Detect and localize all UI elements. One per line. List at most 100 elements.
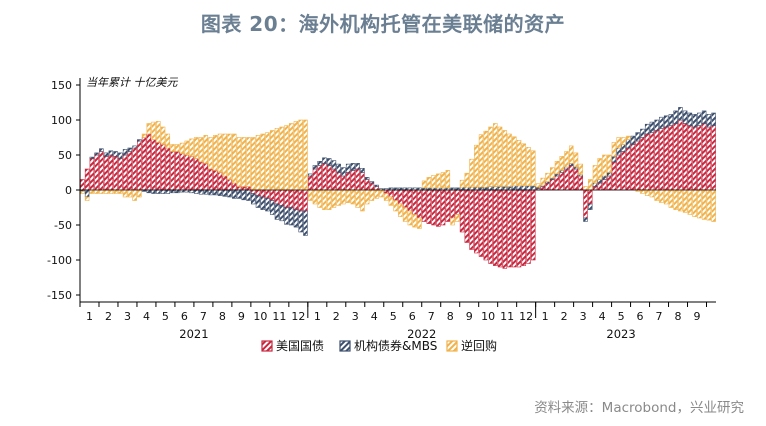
bar-repo [431,175,436,189]
bar-treasury [213,170,218,191]
bar-repo [545,172,550,182]
chart-title: 图表 20：海外机构托管在美联储的资产 [200,12,566,36]
bar-agency [521,185,527,191]
bar-repo [89,189,95,194]
bar-treasury [654,130,659,191]
bar-repo [701,189,707,220]
bar-treasury [616,154,621,191]
bar-repo [184,140,190,156]
bar-repo [151,121,156,140]
x-tick-label: 3 [580,310,587,323]
bar-treasury [431,189,436,226]
bar-treasury [118,158,123,191]
bar-treasury [307,175,313,191]
bar-treasury [217,172,223,191]
bar-treasury [189,156,194,191]
bar-agency [203,189,209,195]
bar-treasury [274,189,280,205]
bar-treasury [436,189,441,227]
x-tick-label: 5 [390,310,397,323]
bar-agency [151,189,156,194]
bar-agency [165,189,171,194]
bar-repo [606,154,612,173]
bar-agency [322,157,327,164]
bar-repo [198,137,204,163]
bar-treasury [288,189,294,208]
bar-agency [284,207,289,225]
bar-treasury [298,189,303,212]
bar-treasury [673,123,678,191]
bar-treasury [284,189,289,208]
x-tick-label: 7 [656,310,663,323]
bar-treasury [663,126,669,191]
bar-agency [208,189,213,196]
bar-agency [587,203,593,210]
y-tick-label: -100 [47,254,72,267]
bar-agency [94,152,99,156]
bar-treasury [198,161,204,191]
bar-agency [232,189,237,199]
bar-repo [697,189,702,219]
bar-treasury [388,189,394,198]
bar-repo [640,189,645,194]
bar-agency [298,210,303,233]
bar-treasury [701,123,707,191]
x-tick-label: 7 [200,310,207,323]
bar-agency [602,175,607,180]
bar-agency [493,186,498,191]
bar-treasury [355,168,360,191]
x-tick-label: 6 [637,310,644,323]
bar-repo [616,137,621,149]
bar-repo [568,145,574,164]
legend-label-repo: 逆回购 [461,338,497,353]
bar-agency [559,170,564,173]
bar-repo [317,189,322,208]
bar-repo [436,173,441,189]
bar-repo [440,172,446,189]
year-label: 2021 [179,327,208,341]
bar-treasury [578,175,583,191]
bar-treasury [417,189,422,219]
bar-agency [336,163,341,173]
bar-agency [659,116,664,129]
bar-repo [255,135,261,191]
year-label: 2022 [407,327,436,341]
bar-repo [146,123,152,135]
bar-treasury [545,182,550,191]
bar-treasury [175,151,180,191]
bar-agency [246,189,251,201]
x-tick-label: 4 [143,310,150,323]
bar-agency [132,145,137,149]
bar-repo [260,133,265,191]
bar-agency [706,114,712,128]
bar-treasury [222,175,228,191]
x-tick-label: 12 [291,310,305,323]
bar-repo [293,121,299,191]
units-label: 当年累计 十亿美元 [86,76,178,89]
bar-treasury [360,172,365,191]
bar-treasury [640,137,645,191]
bar-agency [711,112,716,126]
bar-agency [213,189,218,196]
bar-treasury [635,140,640,191]
bar-repo [455,214,460,222]
x-tick-label: 10 [481,310,495,323]
x-tick-label: 5 [618,310,625,323]
bar-agency [265,198,270,212]
bar-treasury [255,189,261,196]
bar-agency [474,186,479,191]
bar-repo [298,119,303,191]
x-tick-label: 8 [219,310,226,323]
bar-treasury [573,168,579,191]
bar-agency [160,189,166,194]
bar-repo [673,189,678,210]
bar-agency [113,151,118,157]
bar-treasury [659,128,664,191]
bar-layer [80,107,716,269]
x-tick-label: 4 [371,310,378,323]
bar-treasury [383,189,389,194]
y-tick-label: -50 [54,219,72,232]
bar-repo [602,154,607,177]
bar-repo [706,189,712,221]
y-tick-label: 100 [51,114,72,127]
